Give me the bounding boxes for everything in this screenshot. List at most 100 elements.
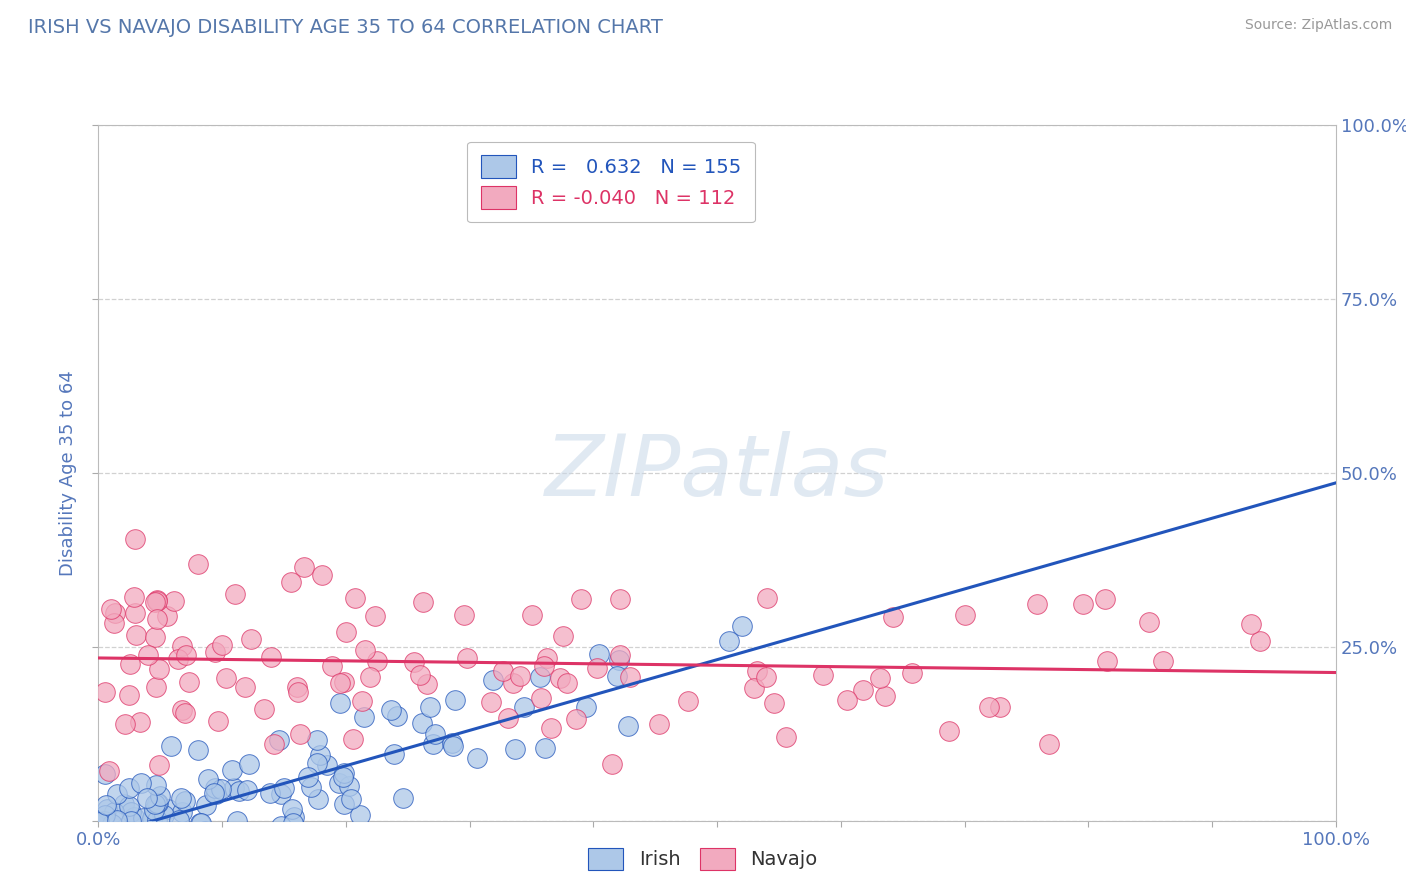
Point [94, 766, 117, 780]
Point [717, 633, 740, 648]
Point [287, 685, 309, 699]
Point [236, 783, 259, 797]
Point [138, 828, 160, 842]
Point [96, 801, 118, 815]
Point [512, 700, 534, 714]
Point [353, 710, 375, 724]
Point [166, 828, 188, 842]
Point [1025, 597, 1047, 611]
Point [170, 639, 193, 653]
Point [755, 670, 778, 684]
Point [900, 665, 922, 680]
Point [869, 671, 891, 685]
Point [575, 699, 598, 714]
Point [509, 669, 531, 683]
Point [288, 727, 311, 741]
Point [342, 732, 364, 747]
Point [328, 775, 350, 789]
Point [136, 828, 159, 842]
Point [148, 789, 170, 804]
Point [311, 568, 333, 582]
Point [481, 673, 503, 688]
Point [422, 737, 444, 751]
Point [177, 675, 200, 690]
Point [270, 788, 292, 802]
Point [97, 828, 120, 842]
Point [609, 648, 631, 662]
Point [197, 828, 219, 842]
Point [202, 786, 225, 800]
Point [112, 828, 135, 842]
Point [101, 816, 124, 830]
Point [307, 733, 329, 747]
Point [267, 733, 290, 747]
Point [569, 591, 592, 606]
Point [117, 828, 139, 842]
Point [204, 645, 226, 659]
Point [160, 739, 183, 754]
Point [366, 655, 388, 669]
Point [97, 828, 120, 842]
Point [153, 828, 176, 842]
Point [136, 828, 159, 842]
Point [882, 610, 904, 624]
Point [177, 828, 200, 842]
Point [813, 668, 835, 682]
Point [354, 643, 377, 657]
Point [555, 676, 578, 690]
Point [93, 828, 115, 842]
Point [211, 638, 233, 652]
Point [364, 609, 387, 624]
Point [536, 651, 558, 665]
Point [155, 828, 177, 842]
Point [103, 615, 125, 630]
Point [132, 811, 155, 825]
Point [775, 731, 797, 745]
Point [104, 828, 127, 842]
Point [124, 606, 146, 620]
Point [222, 828, 245, 842]
Point [731, 619, 754, 633]
Point [89, 815, 111, 830]
Point [382, 747, 405, 761]
Point [121, 805, 143, 819]
Point [188, 828, 211, 842]
Point [135, 791, 157, 805]
Point [402, 655, 425, 669]
Point [292, 559, 315, 574]
Point [146, 813, 169, 827]
Point [204, 780, 226, 795]
Point [93, 814, 115, 828]
Point [648, 716, 671, 731]
Point [309, 747, 332, 762]
Point [170, 791, 193, 805]
Point [128, 828, 150, 842]
Point [988, 700, 1011, 714]
Point [280, 574, 302, 589]
Point [148, 663, 170, 677]
Point [205, 787, 228, 801]
Point [423, 727, 446, 741]
Point [141, 812, 163, 826]
Point [443, 692, 465, 706]
Point [94, 808, 117, 822]
Point [534, 741, 557, 756]
Point [337, 779, 360, 793]
Point [548, 671, 571, 685]
Point [344, 591, 367, 605]
Point [114, 717, 136, 731]
Point [1071, 597, 1094, 611]
Point [281, 802, 304, 816]
Point [114, 828, 136, 842]
Point [285, 680, 308, 694]
Point [1137, 615, 1160, 630]
Point [193, 824, 215, 838]
Point [124, 628, 146, 642]
Point [174, 706, 197, 721]
Point [332, 770, 354, 784]
Point [419, 699, 441, 714]
Point [409, 668, 432, 682]
Point [143, 630, 166, 644]
Point [117, 828, 139, 842]
Point [307, 792, 329, 806]
